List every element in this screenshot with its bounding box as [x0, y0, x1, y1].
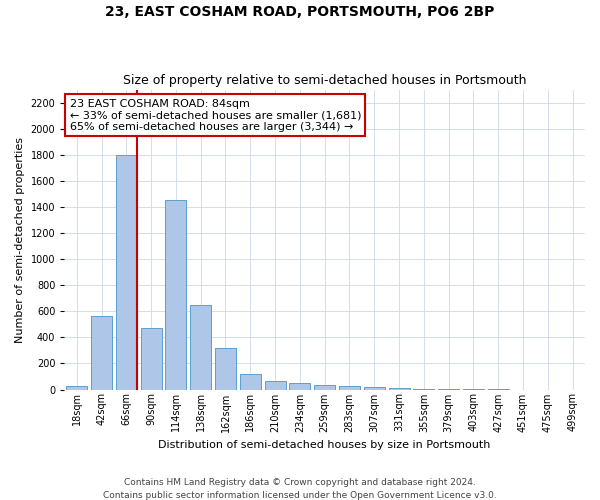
Bar: [389, 388, 410, 390]
Bar: [339, 386, 360, 390]
Bar: [289, 383, 310, 390]
Bar: [91, 316, 112, 390]
Y-axis label: Number of semi-detached properties: Number of semi-detached properties: [15, 136, 25, 342]
Bar: [413, 389, 434, 390]
Bar: [190, 304, 211, 390]
Bar: [66, 386, 87, 390]
X-axis label: Distribution of semi-detached houses by size in Portsmouth: Distribution of semi-detached houses by …: [158, 440, 491, 450]
Bar: [314, 385, 335, 390]
Text: 23, EAST COSHAM ROAD, PORTSMOUTH, PO6 2BP: 23, EAST COSHAM ROAD, PORTSMOUTH, PO6 2B…: [106, 5, 494, 19]
Bar: [140, 328, 161, 390]
Bar: [116, 155, 137, 390]
Bar: [166, 200, 187, 390]
Bar: [215, 348, 236, 390]
Title: Size of property relative to semi-detached houses in Portsmouth: Size of property relative to semi-detach…: [123, 74, 526, 87]
Bar: [265, 381, 286, 390]
Text: Contains HM Land Registry data © Crown copyright and database right 2024.
Contai: Contains HM Land Registry data © Crown c…: [103, 478, 497, 500]
Bar: [364, 387, 385, 390]
Text: 23 EAST COSHAM ROAD: 84sqm
← 33% of semi-detached houses are smaller (1,681)
65%: 23 EAST COSHAM ROAD: 84sqm ← 33% of semi…: [70, 98, 361, 132]
Bar: [240, 374, 261, 390]
